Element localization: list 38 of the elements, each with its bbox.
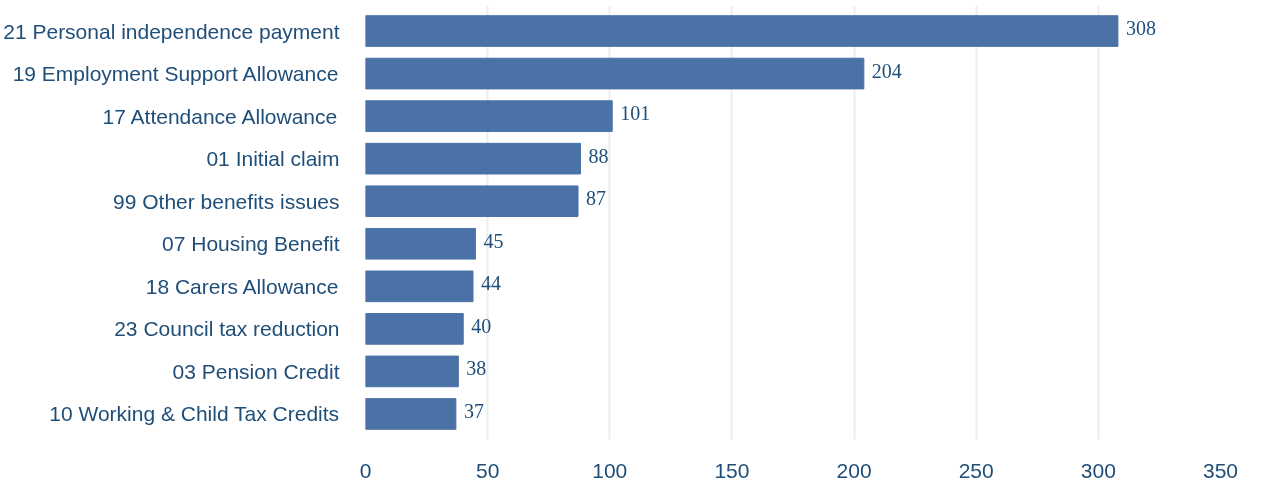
data-label: 87 xyxy=(586,187,607,210)
bar xyxy=(365,15,1119,47)
bar xyxy=(365,57,865,90)
bar xyxy=(365,185,579,218)
bar xyxy=(365,270,474,303)
y-tick-label: 10 Working & Child Tax Credits xyxy=(49,402,340,426)
y-tick-label: 19 Employment Support Allowance xyxy=(12,62,339,86)
y-tick-label: 18 Carers Allowance xyxy=(145,274,339,298)
y-tick-label: 23 Council tax reduction xyxy=(114,317,340,341)
y-tick-label: 99 Other benefits issues xyxy=(113,189,340,213)
bar xyxy=(365,227,476,260)
y-tick-label: 07 Housing Benefit xyxy=(162,232,340,256)
data-label: 45 xyxy=(483,229,504,252)
y-tick-label: 03 Pension Credit xyxy=(172,359,340,383)
y-tick-label: 21 Personal independence payment xyxy=(3,19,340,43)
x-tick-label: 300 xyxy=(1080,458,1116,482)
bar xyxy=(365,355,459,388)
x-tick-label: 50 xyxy=(475,458,500,482)
data-label: 308 xyxy=(1125,17,1156,40)
data-label: 101 xyxy=(620,102,651,125)
y-tick-label: 17 Attendance Allowance xyxy=(102,104,338,128)
bar xyxy=(365,100,613,132)
y-tick-label: 01 Initial claim xyxy=(206,147,340,171)
x-tick-label: 100 xyxy=(592,458,628,482)
x-tick-label: 350 xyxy=(1202,458,1239,482)
data-label: 40 xyxy=(471,314,492,337)
bar xyxy=(365,398,457,430)
x-tick-label: 250 xyxy=(958,458,994,482)
x-tick-label: 150 xyxy=(714,458,750,482)
data-label: 44 xyxy=(480,272,501,295)
bar xyxy=(365,142,581,175)
x-tick-label: 0 xyxy=(359,458,372,482)
x-tick-label: 200 xyxy=(836,458,872,482)
data-label: 37 xyxy=(463,399,484,422)
bar xyxy=(365,313,464,345)
data-label: 38 xyxy=(466,357,487,380)
data-label: 204 xyxy=(871,59,902,82)
data-label: 88 xyxy=(588,144,609,167)
